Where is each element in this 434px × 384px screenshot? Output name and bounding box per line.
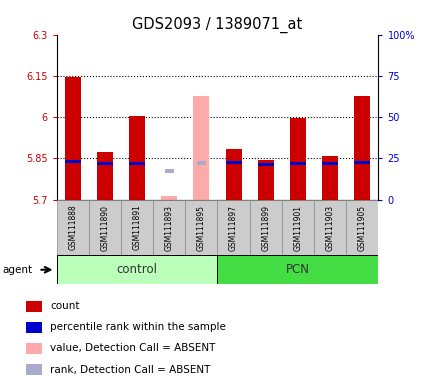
Text: GSM111890: GSM111890 [100, 205, 109, 250]
FancyBboxPatch shape [249, 200, 281, 255]
Text: control: control [116, 263, 157, 276]
Bar [128, 162, 145, 165]
Bar [128, 116, 145, 200]
Text: value, Detection Call = ABSENT: value, Detection Call = ABSENT [50, 343, 215, 354]
Text: agent: agent [2, 265, 32, 275]
Text: PCN: PCN [285, 263, 309, 276]
Bar [97, 152, 113, 200]
Text: GSM111895: GSM111895 [197, 205, 205, 250]
Text: GDS2093 / 1389071_at: GDS2093 / 1389071_at [132, 17, 302, 33]
Text: GSM111899: GSM111899 [261, 205, 270, 250]
Bar [289, 162, 305, 165]
Text: GSM111905: GSM111905 [357, 204, 366, 251]
Bar [26, 322, 42, 333]
Bar [225, 161, 241, 164]
FancyBboxPatch shape [56, 200, 89, 255]
Text: GSM111897: GSM111897 [229, 205, 237, 250]
Bar [97, 162, 113, 165]
Bar [65, 161, 81, 163]
FancyBboxPatch shape [313, 200, 345, 255]
Text: GSM111903: GSM111903 [325, 204, 334, 251]
Bar [26, 364, 42, 375]
Bar [65, 77, 81, 200]
Text: count: count [50, 301, 79, 311]
Bar [164, 169, 173, 173]
FancyBboxPatch shape [153, 200, 185, 255]
Text: GSM111891: GSM111891 [132, 205, 141, 250]
Bar [257, 160, 273, 200]
Bar [289, 119, 305, 200]
FancyBboxPatch shape [345, 200, 378, 255]
FancyBboxPatch shape [217, 200, 249, 255]
Bar [26, 343, 42, 354]
Bar [193, 96, 209, 200]
Bar [321, 156, 338, 200]
FancyBboxPatch shape [121, 200, 153, 255]
Text: GSM111901: GSM111901 [293, 205, 302, 250]
FancyBboxPatch shape [56, 255, 217, 284]
FancyBboxPatch shape [217, 255, 378, 284]
Text: GSM111893: GSM111893 [164, 205, 173, 250]
Text: rank, Detection Call = ABSENT: rank, Detection Call = ABSENT [50, 364, 210, 375]
Bar [225, 149, 241, 200]
Bar [161, 195, 177, 200]
Text: GSM111888: GSM111888 [68, 205, 77, 250]
FancyBboxPatch shape [281, 200, 313, 255]
Bar [353, 96, 369, 200]
FancyBboxPatch shape [89, 200, 121, 255]
Bar [197, 161, 205, 165]
Bar [257, 163, 273, 166]
Text: percentile rank within the sample: percentile rank within the sample [50, 322, 225, 333]
FancyBboxPatch shape [185, 200, 217, 255]
Bar [26, 301, 42, 312]
Bar [353, 161, 369, 164]
Bar [321, 162, 338, 165]
